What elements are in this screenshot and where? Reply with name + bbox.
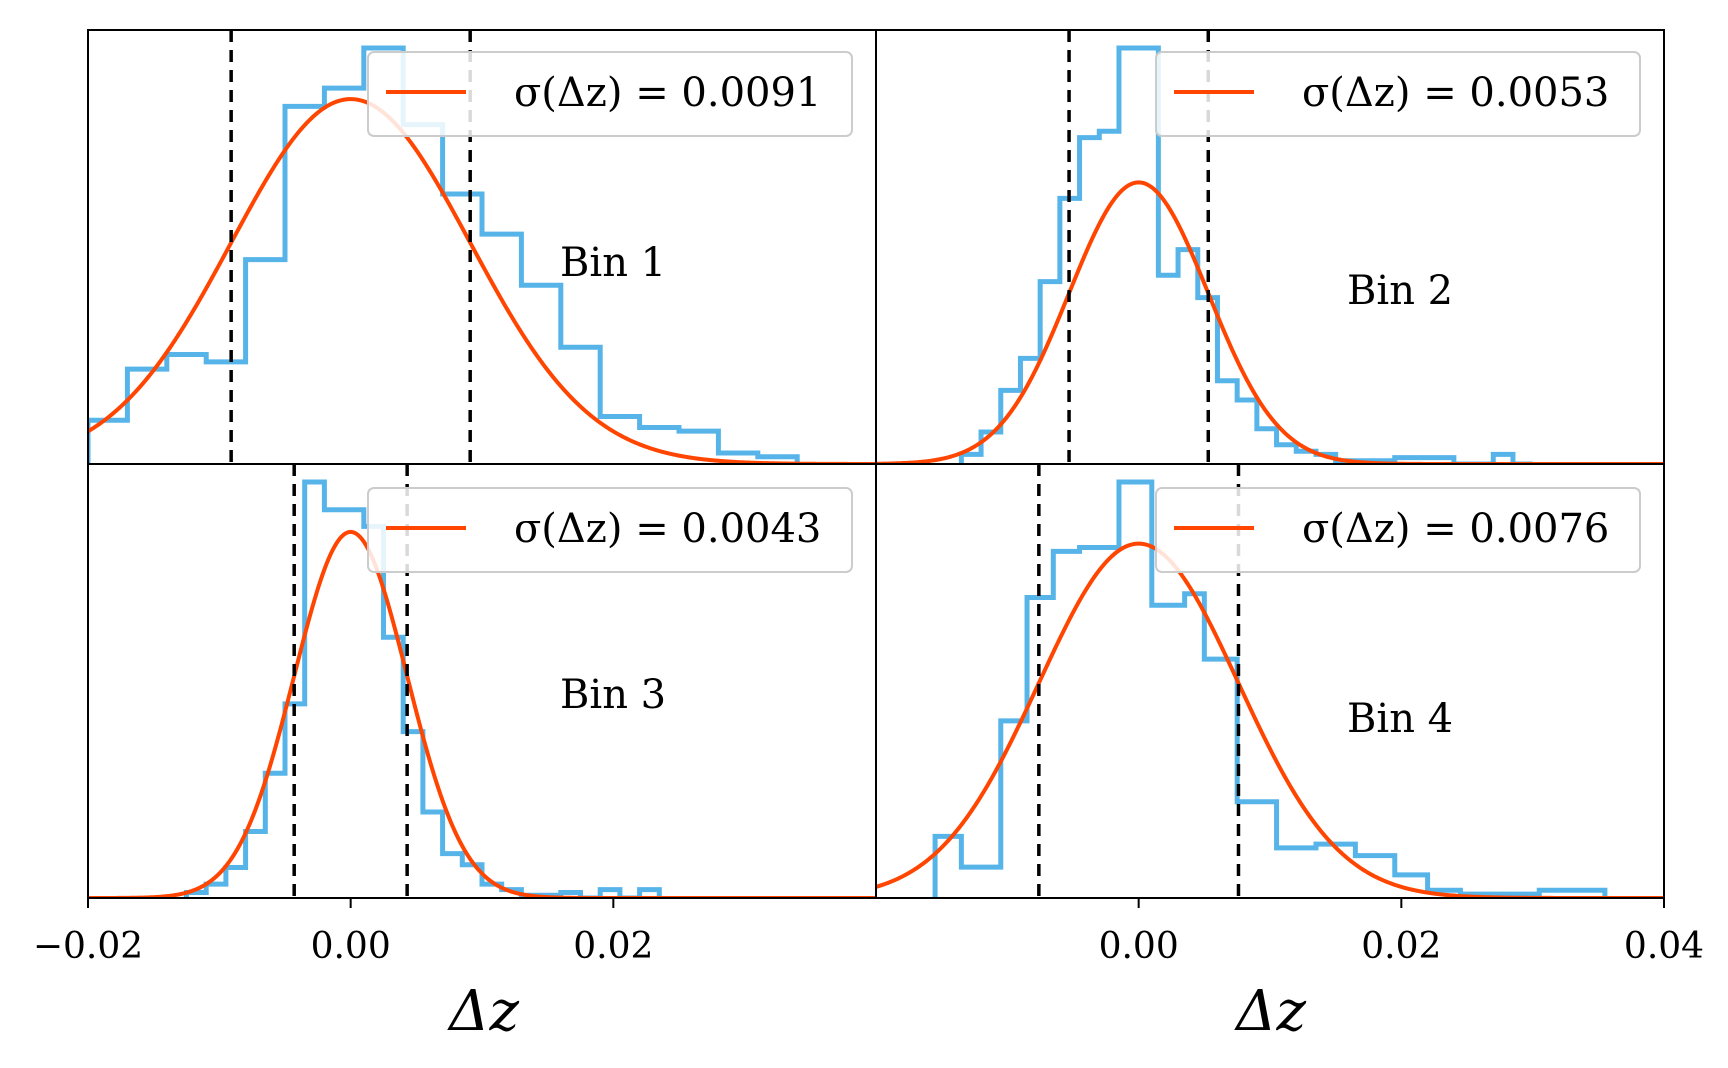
tick-label-left-2: 0.02 <box>573 926 653 967</box>
tick-label-left-1: 0.00 <box>311 926 391 967</box>
gaussian-fit-curve <box>88 529 876 898</box>
histogram-steps <box>88 45 800 464</box>
panel-label-bin-1: Bin 1 <box>560 240 666 286</box>
panel-top-right <box>875 29 1665 465</box>
legend-text-bin-1: σ(Δz) = 0.0091 <box>514 70 821 116</box>
legend-box <box>1155 51 1641 137</box>
plot-area <box>876 30 1664 464</box>
x-axis-label-left: Δz <box>447 979 519 1044</box>
legend-box <box>1155 487 1641 573</box>
tick-label-right-2: 0.04 <box>1624 926 1704 967</box>
gaussian-fit-curve <box>876 541 1664 898</box>
tick-label-right-1: 0.02 <box>1361 926 1441 967</box>
histogram-steps <box>932 479 1608 898</box>
tick-label-right-0: 0.00 <box>1099 926 1179 967</box>
panel-label-bin-3: Bin 3 <box>560 672 666 718</box>
gaussian-fit-curve <box>876 180 1664 464</box>
histogram-steps <box>184 479 662 898</box>
histogram-steps <box>958 45 1533 464</box>
legend-box <box>367 487 853 573</box>
plot-area <box>88 30 876 464</box>
legend-box <box>367 51 853 137</box>
legend-text-bin-4: σ(Δz) = 0.0076 <box>1302 506 1609 552</box>
gaussian-fit-curve <box>88 97 876 464</box>
tick-label-left-0: −0.02 <box>33 926 143 967</box>
panel-frame <box>875 463 1665 899</box>
x-axis-label-right: Δz <box>1234 979 1306 1044</box>
panel-bottom-right <box>875 463 1665 899</box>
panel-label-bin-4: Bin 4 <box>1347 696 1453 742</box>
panel-label-bin-2: Bin 2 <box>1347 268 1453 314</box>
legend-text-bin-3: σ(Δz) = 0.0043 <box>514 506 821 552</box>
plot-area <box>88 464 876 898</box>
legend-text-bin-2: σ(Δz) = 0.0053 <box>1302 70 1609 116</box>
